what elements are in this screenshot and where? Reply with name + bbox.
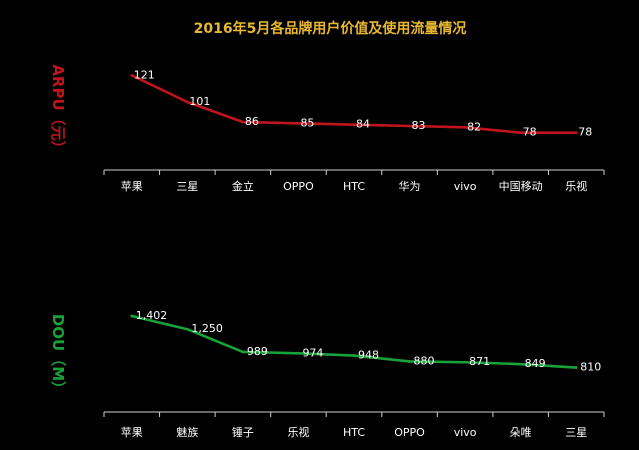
arpu-category-label: 乐视	[565, 179, 587, 193]
arpu-data-label: 84	[356, 118, 370, 131]
dou-chart: 1,402 苹果 1,250 魅族 989 锤子 974 乐视 948 HTC 880 OPPO 871…	[103, 309, 605, 439]
dou-category-label: 三星	[565, 426, 587, 439]
arpu-data-label: 78	[578, 126, 592, 139]
dou-category-label: 苹果	[121, 425, 143, 439]
arpu-data-label: 83	[412, 119, 426, 132]
dou-data-point	[574, 366, 578, 369]
dou-data-label: 1,250	[191, 322, 223, 335]
dou-data-label: 989	[247, 345, 268, 358]
dou-data-label: 974	[302, 346, 323, 359]
dou-data-point	[130, 314, 134, 318]
dou-category-label: vivo	[454, 426, 477, 439]
arpu-category-label: 金立	[232, 179, 254, 193]
arpu-data-point	[519, 131, 522, 134]
dou-category-label: OPPO	[394, 426, 425, 439]
arpu-data-point	[463, 126, 467, 129]
arpu-category-label: 中国移动	[499, 180, 543, 193]
arpu-category-label: HTC	[343, 180, 365, 193]
arpu-data-point	[130, 74, 134, 77]
dou-data-point	[297, 351, 300, 355]
arpu-data-point	[186, 100, 189, 104]
dou-data-point	[519, 362, 522, 366]
arpu-category-label: 苹果	[121, 179, 143, 193]
arpu-data-label: 86	[245, 115, 259, 128]
arpu-data-label: 82	[467, 120, 481, 133]
arpu-category-label: 三星	[176, 180, 198, 193]
dou-category-label: 魅族	[176, 425, 198, 439]
arpu-data-label: 85	[300, 116, 314, 129]
arpu-category-label: OPPO	[283, 180, 314, 193]
arpu-data-label: 121	[134, 68, 155, 81]
dou-category-label: HTC	[343, 426, 365, 439]
dou-data-label: 849	[525, 357, 546, 370]
arpu-data-point	[352, 123, 356, 126]
arpu-axis-label: ARPU（元）	[49, 64, 67, 155]
dou-data-label: 880	[414, 354, 435, 367]
dou-data-label: 810	[580, 361, 601, 374]
arpu-category-label: vivo	[454, 180, 477, 193]
arpu-data-point	[574, 131, 578, 134]
chart-title: 2016年5月各品牌用户价值及使用流量情况	[194, 20, 467, 37]
dou-data-point	[352, 354, 356, 357]
dou-category-label: 乐视	[287, 425, 309, 439]
dou-data-point	[463, 360, 467, 364]
dou-axis-label: DOU（M）	[49, 314, 67, 396]
dou-category-label: 朵唯	[510, 426, 532, 439]
dou-data-label: 871	[469, 355, 490, 368]
dou-category-label: 锤子	[232, 425, 254, 439]
arpu-category-label: 华为	[399, 179, 421, 193]
arpu-data-point	[241, 120, 245, 124]
dou-data-label: 948	[358, 349, 379, 362]
dou-data-point	[408, 360, 411, 363]
dou-data-point	[241, 350, 245, 354]
arpu-chart: 121 苹果 101 三星 86 金立 85 OPPO 84 HTC 83 华为 82 vivo 78 中国移…	[103, 68, 605, 193]
dou-data-label: 1,402	[136, 309, 168, 322]
arpu-data-point	[297, 122, 300, 125]
dou-data-point	[186, 327, 189, 331]
arpu-data-point	[408, 124, 411, 128]
arpu-data-label: 78	[523, 126, 537, 139]
arpu-data-label: 101	[189, 95, 210, 108]
